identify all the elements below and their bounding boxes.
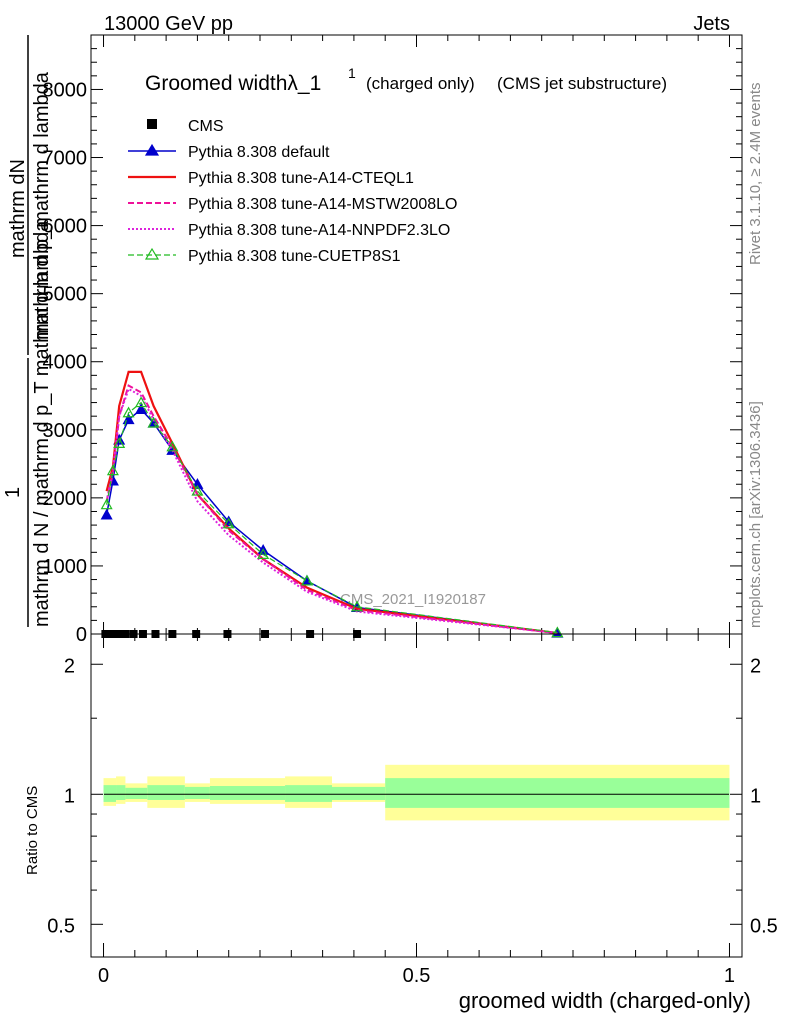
ratio-xtick-label: 0 — [98, 965, 109, 987]
ratio-band-inner — [103, 785, 117, 802]
ratio-ytick-label-right: 2 — [750, 655, 761, 677]
main-ytick-label: 5000 — [43, 284, 88, 306]
series-line-a14_nnpdf — [105, 387, 558, 634]
legend-label-default: Pythia 8.308 default — [188, 144, 330, 161]
series-point-cuetp8s1 — [135, 396, 148, 408]
legend-label-cms: CMS — [188, 118, 224, 135]
legend: CMS Pythia 8.308 default Pythia 8.308 tune… — [128, 118, 457, 265]
series-line-cuetp8s1 — [106, 401, 558, 634]
ratio-ytick-label-right: 0.5 — [750, 915, 778, 937]
main-ytick-label: 1000 — [43, 556, 88, 578]
ratio-band-inner — [209, 786, 286, 800]
series-point-default — [300, 574, 313, 586]
main-panel: 0 1000 2000 3000 4000 5000 6000 7000 8000 CMS_20… — [2, 34, 743, 646]
ratio-axis-ticks: 0.5 0.5 1 1 2 2 0 0.5 1 — [47, 634, 778, 987]
mcplots-text: mcplots.cern.ch [arXiv:1306.3436] — [747, 401, 764, 628]
series-point-cuetp8s1 — [147, 416, 160, 428]
ratio-band-inner — [116, 785, 126, 800]
series-point-cuetp8s1 — [351, 600, 364, 612]
legend-label-cuetp8s1: Pythia 8.308 tune-CUETP8S1 — [188, 248, 401, 265]
series-point-default — [100, 508, 113, 520]
chart-title-suffix-2: (CMS jet substructure) — [497, 74, 667, 93]
series-point-cuetp8s1 — [222, 517, 235, 529]
series-point-cuetp8s1 — [122, 406, 135, 418]
ratio-band-inner — [285, 785, 332, 802]
ratio-bands — [103, 764, 730, 821]
ratio-ytick-label: 1 — [64, 785, 75, 807]
watermark-text: CMS_2021_I1920187 — [340, 591, 486, 608]
ratio-ytick-label: 2 — [64, 655, 75, 677]
main-ytick-label: 0 — [76, 624, 87, 646]
legend-marker-cuetp8s1 — [144, 247, 160, 260]
ratio-band-inner — [184, 786, 210, 800]
legend-marker-default — [144, 143, 160, 156]
series-point-cuetp8s1 — [106, 464, 119, 476]
chart-title-main: Groomed widthλ_1 — [145, 72, 321, 95]
main-ytick-label: 3000 — [43, 420, 88, 442]
series-point-cuetp8s1 — [191, 484, 204, 496]
ratio-band-inner — [385, 778, 730, 808]
main-axis-ticks: 0 1000 2000 3000 4000 5000 6000 7000 8000 — [43, 34, 742, 646]
ratio-ytick-label: 0.5 — [47, 915, 75, 937]
series-point-cuetp8s1 — [551, 626, 564, 638]
legend-label-a14_mstw: Pythia 8.308 tune-A14-MSTW2008LO — [188, 196, 457, 213]
series-line-default — [105, 408, 558, 634]
ratio-band-inner — [125, 787, 148, 800]
ratio-ytick-label-right: 1 — [750, 785, 761, 807]
ylabel-numerator: mathrm dN — [7, 159, 29, 258]
main-ytick-label: 7000 — [43, 148, 88, 170]
series-point-default — [135, 403, 148, 414]
ratio-ylabel: Ratio to CMS — [24, 786, 41, 875]
legend-label-a14_nnpdf: Pythia 8.308 tune-A14-NNPDF2.3LO — [188, 222, 450, 239]
ylabel-prefix-denominator: mathrm d N / mathrm d p_T mathrm d lambd… — [31, 220, 53, 627]
legend-marker-cms — [147, 119, 157, 129]
main-series-group — [100, 370, 564, 638]
main-ytick-label: 6000 — [43, 216, 88, 238]
legend-label-a14_cteql1: Pythia 8.308 tune-A14-CTEQL1 — [188, 170, 414, 187]
ratio-panel: 0.5 0.5 1 1 2 2 0 0.5 1 Ratio to CMS groomed wid… — [24, 633, 778, 1013]
chart-title-suffix-1: (charged only) — [366, 74, 475, 93]
series-point-cuetp8s1 — [166, 440, 179, 452]
ylabel-denominator: mathrm d p_mathrm d lambda — [31, 71, 53, 340]
main-ytick-label: 8000 — [43, 79, 88, 101]
ratio-band-inner — [331, 786, 386, 800]
category-label: Jets — [693, 13, 730, 35]
series-line-a14_mstw — [105, 384, 558, 634]
main-ytick-label: 2000 — [43, 488, 88, 510]
ylabel-prefix-numerator: 1 — [2, 487, 24, 498]
series-line-a14_cteql1 — [105, 370, 558, 635]
rivet-version-text: Rivet 3.1.10, ≥ 2.4M events — [747, 83, 764, 266]
xlabel: groomed width (charged-only) — [459, 988, 751, 1013]
main-ytick-label: 4000 — [43, 352, 88, 374]
energy-label: 13000 GeV pp — [104, 13, 233, 35]
series-point-cuetp8s1 — [300, 574, 313, 586]
ratio-xtick-label: 0.5 — [403, 965, 431, 987]
series-point-cuetp8s1 — [113, 437, 126, 449]
ratio-xtick-label: 1 — [724, 965, 735, 987]
series-point-cuetp8s1 — [100, 498, 113, 510]
chart-title: Groomed widthλ_1 — [145, 72, 321, 95]
main-ylabel: mathrm dN mathrm d p_mathrm d lambda 1 m… — [2, 35, 53, 627]
series-point-cuetp8s1 — [257, 548, 270, 559]
chart-title-superscript: 1 — [348, 65, 356, 81]
ratio-band-inner — [147, 785, 185, 800]
